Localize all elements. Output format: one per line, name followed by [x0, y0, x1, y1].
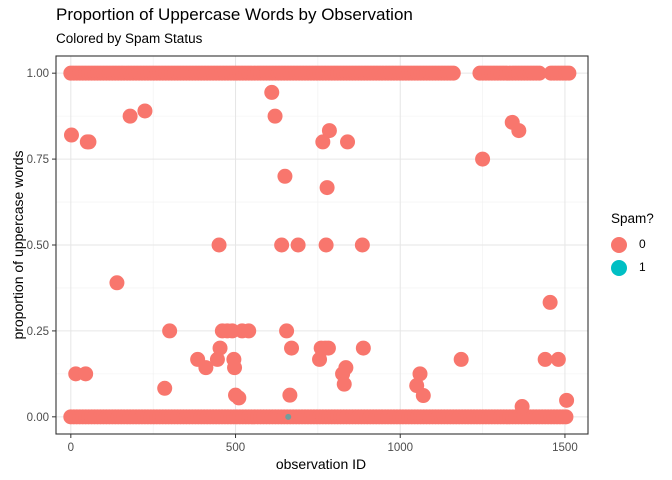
y-tick-label: 1.00	[27, 68, 49, 80]
data-point	[267, 108, 283, 124]
chart-subtitle: Colored by Spam Status	[56, 31, 203, 46]
data-point	[315, 134, 331, 150]
data-point	[321, 123, 337, 139]
data-point	[285, 413, 292, 420]
data-point	[318, 237, 334, 253]
legend-item-1: 1	[611, 258, 671, 278]
data-point	[282, 387, 298, 403]
x-tick-label: 0	[68, 442, 74, 454]
data-point	[198, 360, 214, 376]
data-point	[78, 366, 94, 382]
legend-label-0: 0	[639, 237, 646, 251]
data-point	[277, 168, 293, 184]
data-points	[63, 65, 577, 425]
data-point	[354, 237, 370, 253]
data-point	[542, 294, 558, 310]
data-point	[319, 180, 335, 196]
data-point	[355, 340, 371, 356]
data-point	[264, 84, 280, 100]
data-point	[227, 360, 243, 376]
data-point	[241, 323, 257, 339]
data-point	[137, 103, 153, 119]
data-point	[537, 351, 553, 367]
x-tick-label: 1000	[387, 442, 413, 454]
x-axis-label-text: observation ID	[275, 456, 367, 472]
data-point	[340, 134, 356, 150]
data-point	[320, 340, 336, 356]
data-point	[81, 134, 97, 150]
data-point	[561, 65, 577, 81]
legend-label-1: 1	[639, 260, 646, 274]
y-tick-label: 0.25	[27, 326, 49, 338]
data-point	[531, 65, 547, 81]
data-point	[279, 323, 295, 339]
data-point	[162, 323, 178, 339]
data-point	[558, 409, 574, 425]
data-point	[514, 399, 530, 415]
legend-title: Spam?	[611, 211, 654, 226]
y-axis-ticks: 0.00 0.25 0.50 0.75 1.00	[27, 68, 56, 424]
data-point	[415, 388, 431, 404]
chart-title: Proportion of Uppercase Words by Observa…	[56, 5, 413, 24]
data-point	[338, 360, 354, 376]
data-point	[290, 237, 306, 253]
data-point	[122, 108, 138, 124]
y-tick-label: 0.50	[27, 240, 49, 252]
data-point	[475, 151, 491, 167]
data-point	[63, 127, 79, 143]
legend-key-1	[611, 260, 627, 276]
y-tick-label: 0.00	[27, 412, 49, 424]
x-axis-ticks: 0 500 1000 1500	[68, 434, 578, 454]
data-point	[336, 376, 352, 392]
data-point	[559, 392, 575, 408]
legend-key-0	[611, 237, 627, 253]
data-point	[211, 237, 227, 253]
y-axis-label-text: proportion of uppercase words	[10, 150, 26, 340]
data-point	[511, 123, 527, 139]
x-tick-label: 1500	[552, 442, 578, 454]
data-point	[209, 351, 225, 367]
legend-item-0: 0	[611, 235, 671, 255]
data-point	[274, 237, 290, 253]
data-point	[550, 351, 566, 367]
data-point	[284, 340, 300, 356]
data-point	[453, 351, 469, 367]
data-point	[157, 380, 173, 396]
data-point	[312, 351, 328, 367]
data-point	[412, 366, 428, 382]
data-point	[445, 65, 461, 81]
x-tick-label: 500	[226, 442, 245, 454]
y-tick-label: 0.75	[27, 154, 49, 166]
data-point	[212, 340, 228, 356]
data-point	[231, 390, 247, 406]
data-point	[109, 275, 125, 291]
